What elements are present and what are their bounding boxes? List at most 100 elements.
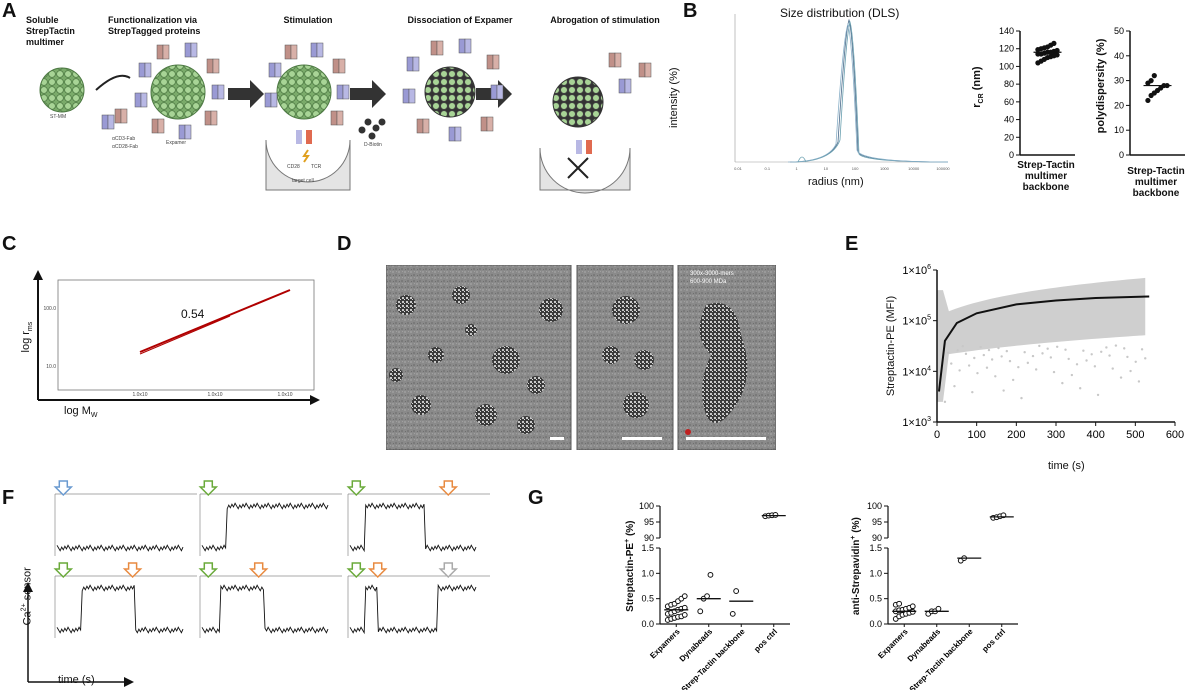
g-right-ytick-label: 95 xyxy=(872,517,882,527)
rcr-xlabel-line-1: Strep-Tactin xyxy=(1017,160,1075,171)
g-left-ytick-label: 0.0 xyxy=(641,619,654,629)
e-point xyxy=(956,349,959,352)
rcr-xlabel: Strep-Tactin multimer backbone xyxy=(1010,160,1082,193)
g-right-ylabel-sup: + xyxy=(849,535,857,540)
c-ytick-label: 10.0 xyxy=(46,364,56,370)
g-right-xtick-label: Strep-Tactin backbone xyxy=(908,627,975,690)
scale-bar-3 xyxy=(686,437,766,440)
pdi-ytick-label: 50 xyxy=(1114,26,1124,36)
c-ticks: 1.0x10 1.0x10 1.0x10 100.0 10.0 xyxy=(43,306,292,398)
dls-curve-1 xyxy=(789,18,949,163)
g-right-xtick-label: Expamers xyxy=(876,627,910,661)
f-xlabel: time (s) xyxy=(58,674,95,686)
e-point xyxy=(973,356,976,360)
panel-label-f: F xyxy=(2,487,15,509)
g-left-xtick-label: Expamers xyxy=(648,627,682,661)
pdi-ytick-label: 30 xyxy=(1114,76,1124,86)
e-point xyxy=(987,348,991,352)
c-ylabel-text: log r xyxy=(19,331,32,353)
e-xtick-label: 0 xyxy=(934,429,940,441)
dls-xtick-label: 1000 xyxy=(880,166,890,171)
pdi-ytick-label: 0 xyxy=(1119,150,1124,160)
g-left-ytick-label: 1.5 xyxy=(641,543,654,553)
panel-label-g: G xyxy=(528,487,544,509)
g-left-ytick-label: 0.5 xyxy=(641,594,654,604)
e-point xyxy=(1046,347,1049,350)
e-point xyxy=(1041,352,1044,355)
e-point xyxy=(1078,387,1082,390)
e-point xyxy=(971,390,974,394)
label-expamer: Expamer xyxy=(166,140,187,146)
rcr-xlabel-line-3: backbone xyxy=(1022,182,1070,193)
pdi-ytick-label: 40 xyxy=(1114,51,1124,61)
c-fit-line xyxy=(139,289,291,353)
f-stimulus-arrow xyxy=(122,562,143,579)
f-trace xyxy=(201,584,329,634)
rcr-ytick-label: 40 xyxy=(1004,115,1014,125)
f-stimulus-arrow xyxy=(438,562,459,579)
g-left-xtick-label: pos ctrl xyxy=(752,627,779,654)
dls-xtick-label: 100 xyxy=(852,166,859,171)
e-point-cloud xyxy=(937,277,1146,402)
f-stimulus-arrow xyxy=(198,480,219,497)
c-xtick-label: 1.0x10 xyxy=(277,392,292,398)
g-right-point xyxy=(909,603,916,610)
e-point xyxy=(950,362,953,365)
e-point xyxy=(979,345,982,349)
e-point xyxy=(1096,393,1100,397)
g-right-ytick-label: 1.5 xyxy=(869,543,882,553)
dls-plot: 0.01 0.1 1 10 100 1000 10000 100000 xyxy=(734,14,950,171)
f-trace xyxy=(56,544,184,552)
e-point xyxy=(1134,360,1137,363)
e-point xyxy=(1129,369,1132,373)
g-left-ytick-label: 1.0 xyxy=(641,568,654,578)
panel-label-a: A xyxy=(2,0,17,22)
rcr-ytick-label: 0 xyxy=(1009,150,1014,160)
g-left-point xyxy=(681,611,688,618)
g-right-ytick-label: 100 xyxy=(867,501,882,511)
e-ytick-label: 1×103 xyxy=(902,416,931,429)
g-right-ytick-label: 0.0 xyxy=(869,619,882,629)
e-point xyxy=(1064,348,1067,351)
c-xlabel-sub: W xyxy=(90,412,98,420)
e-point xyxy=(1067,357,1070,361)
e-point xyxy=(1023,351,1026,354)
e-xtick-label: 600 xyxy=(1166,429,1184,441)
rcr-ytick-label: 20 xyxy=(1004,132,1014,142)
stimulation-sphere xyxy=(276,64,332,120)
f-yaxis-arrowhead xyxy=(23,582,33,592)
c-ytick-label: 100.0 xyxy=(43,306,56,312)
f-stimulus-arrow xyxy=(53,480,74,497)
dls-xtick-label: 1 xyxy=(795,166,798,171)
step-1-title: Soluble StrepTactin multimer xyxy=(26,15,75,47)
scale-bar-2 xyxy=(622,437,662,440)
dls-ylabel: intensity (%) xyxy=(668,67,680,128)
em-particle-3 xyxy=(699,303,748,423)
em-images xyxy=(386,265,776,450)
e-point xyxy=(1093,365,1097,368)
expamer-sphere xyxy=(150,64,206,120)
g-right-point xyxy=(896,600,903,607)
e-point xyxy=(982,353,986,357)
e-point xyxy=(1020,396,1023,400)
e-point xyxy=(1075,363,1079,366)
e-plot: 0 100 200 300 400 500 600 1×103 1×104 1×105 1×106 xyxy=(902,264,1184,441)
g-left-ytick-label: 95 xyxy=(644,517,654,527)
g-left-point xyxy=(707,571,714,578)
dls-curve-3 xyxy=(787,22,949,163)
panel-label-b: B xyxy=(683,0,698,22)
panel-label-d: D xyxy=(337,233,352,255)
rcr-ytick-label: 140 xyxy=(999,26,1014,36)
e-ytick-exponent: 4 xyxy=(927,365,931,372)
label-acd28: αCD28-Fab xyxy=(112,144,138,150)
step-2-title: Functionalization via StrepTagged protei… xyxy=(108,15,201,36)
step-3-title: Stimulation xyxy=(283,15,333,25)
pdi-xlabel: Strep-Tactin multimer backbone xyxy=(1120,166,1192,199)
g-left-plot: 90951000.00.51.01.5ExpamersDynabeadsStre… xyxy=(639,501,790,690)
pdi-xlabel-line-3: backbone xyxy=(1132,188,1180,199)
e-point xyxy=(994,375,997,378)
e-point xyxy=(1090,353,1093,356)
g-left-xtick-label: Strep-Tactin backbone xyxy=(680,627,747,690)
target-cell-arc-1 xyxy=(265,139,351,191)
panel-label-e: E xyxy=(845,233,859,255)
